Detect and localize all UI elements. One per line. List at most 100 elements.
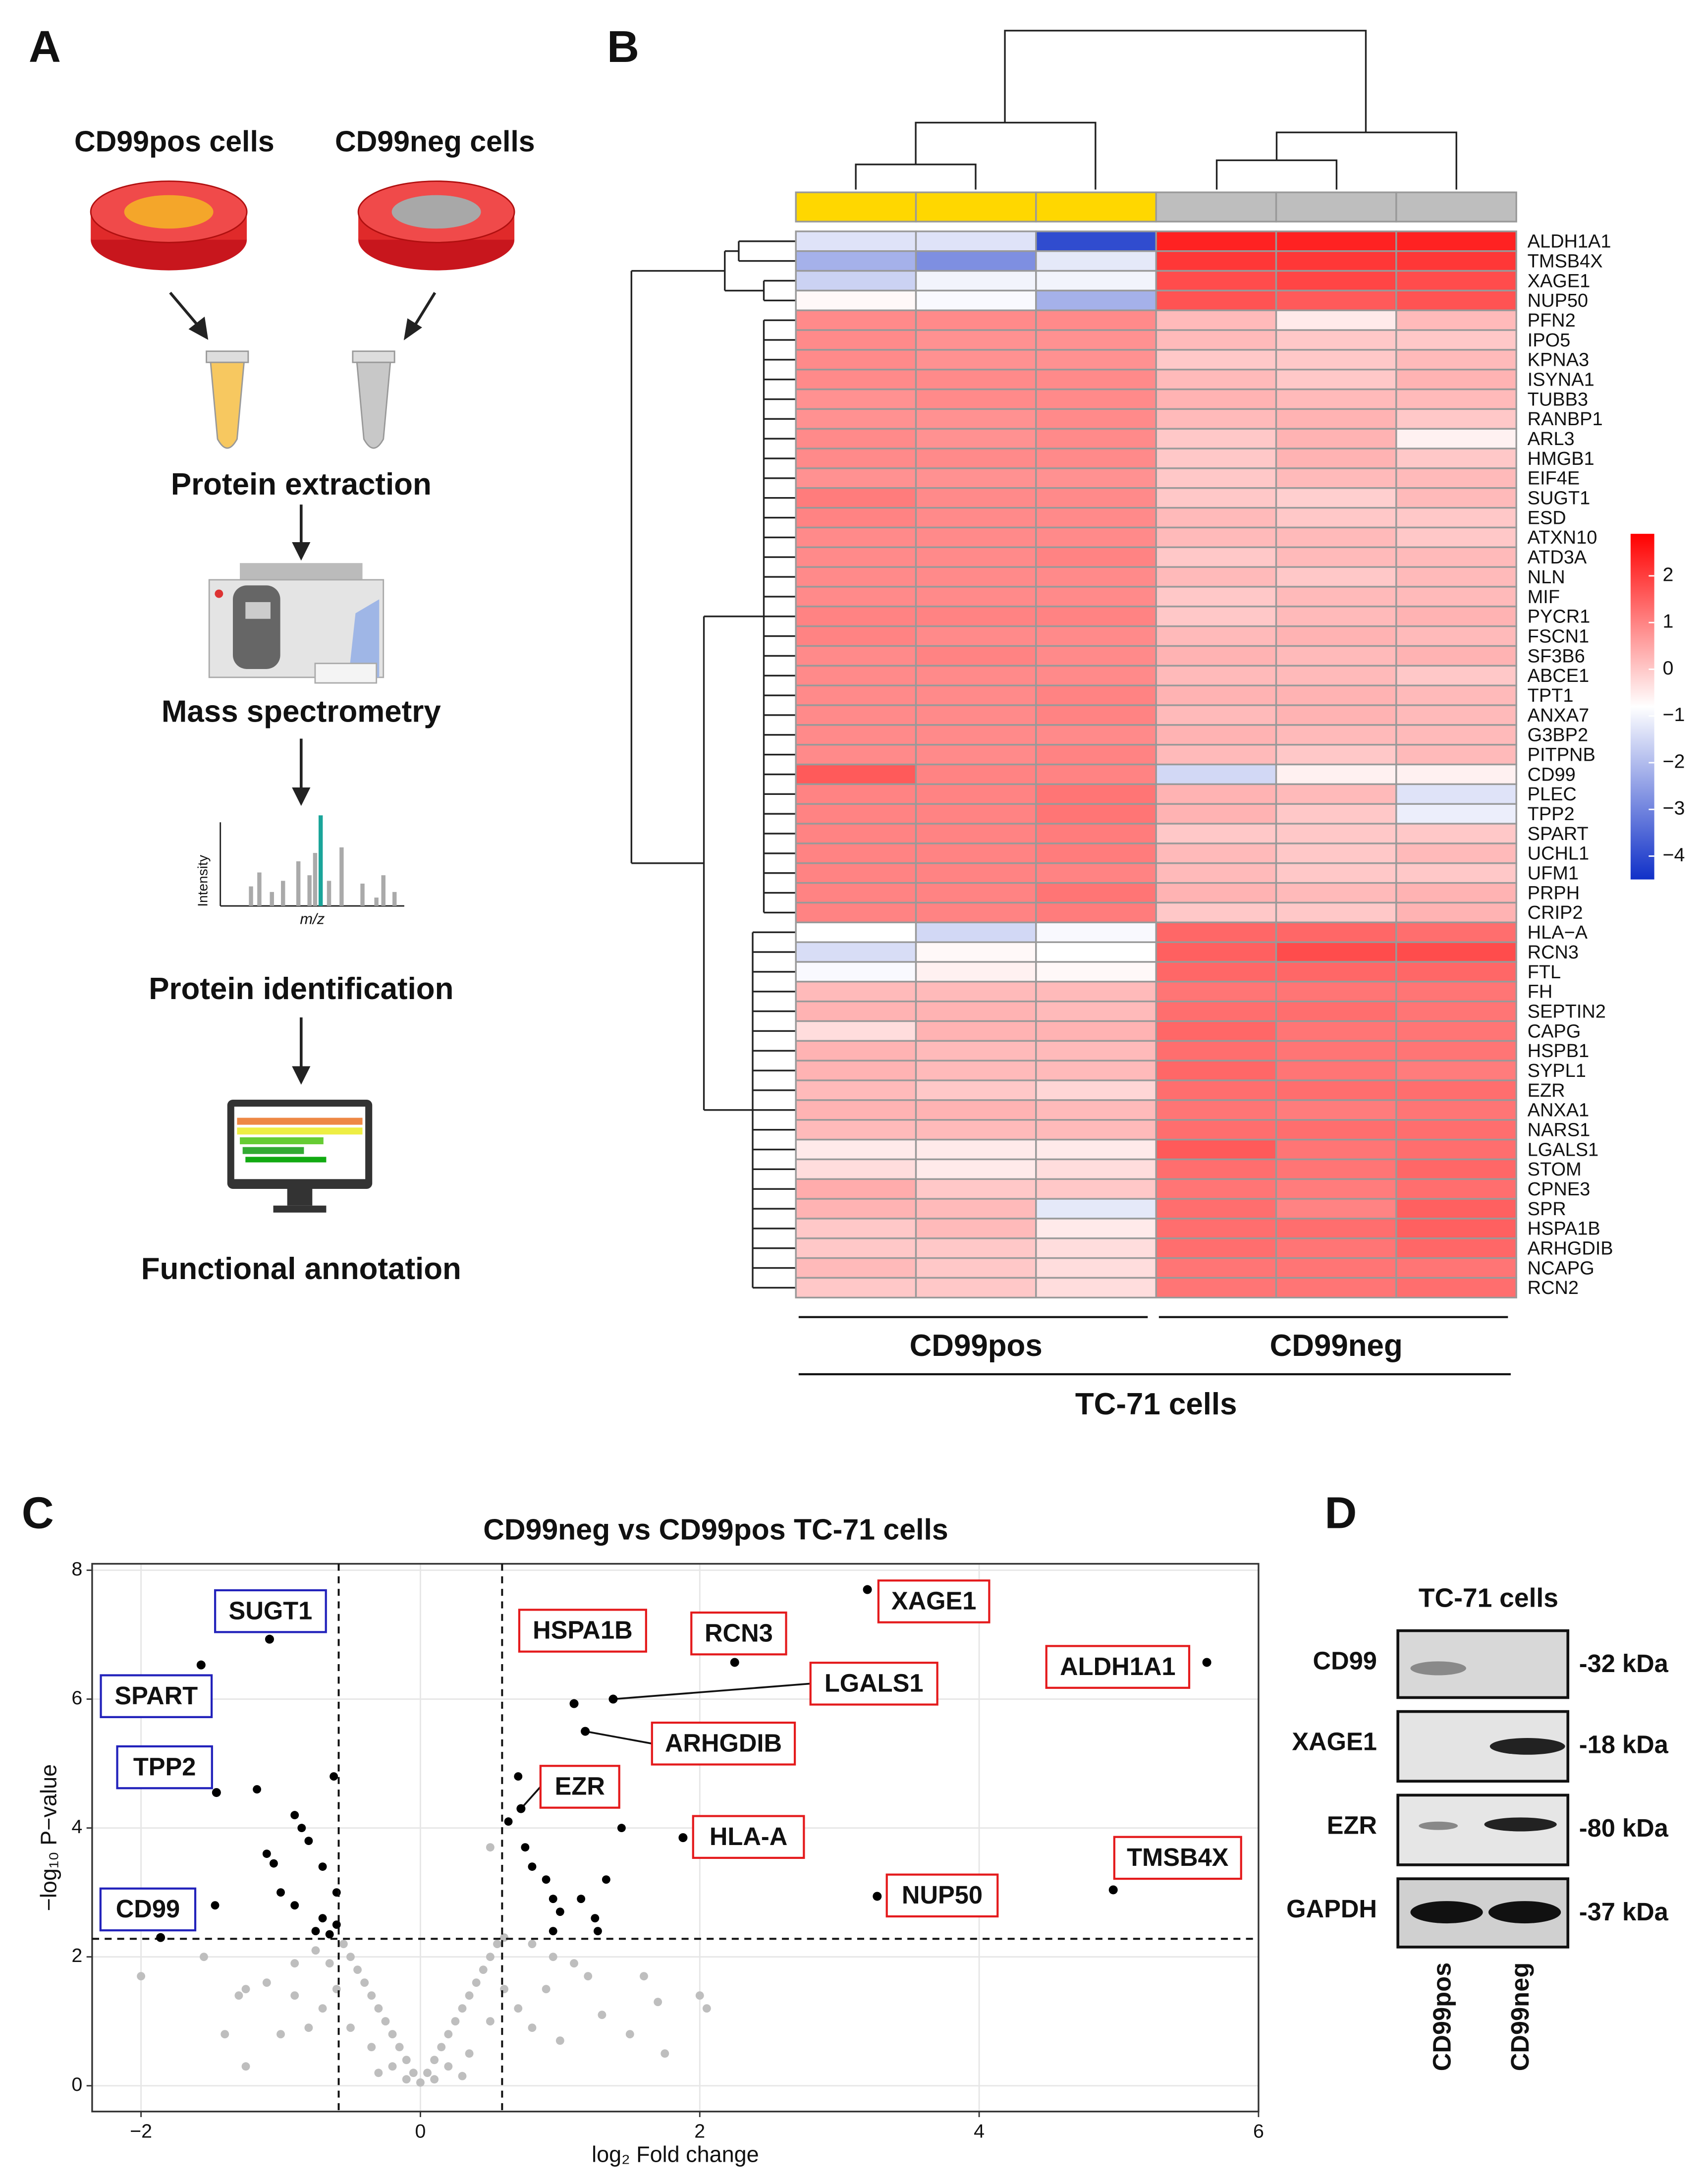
point [253,1785,262,1794]
labeled-point [516,1804,526,1813]
heatmap-cell [915,724,1037,746]
monitor [227,1099,373,1213]
size-label: -80 kDa [1579,1814,1669,1842]
labeled-point [265,1634,274,1644]
heatmap-cell [1035,645,1157,667]
heatmap-cell [1395,546,1517,568]
heatmap-cell [915,1257,1037,1279]
heatmap-cell [915,270,1037,292]
row-label: ARHGDIB [1528,1238,1613,1259]
heatmap-cell [915,744,1037,766]
heatmap-cell [1155,506,1277,529]
point-label: HSPA1B [533,1616,633,1644]
point [695,1991,704,2000]
row-label: HSPB1 [1528,1041,1589,1062]
heatmap-cell [1035,1277,1157,1299]
heatmap-cell [915,1237,1037,1259]
point-label: LGALS1 [825,1669,924,1697]
heatmap-cell [915,665,1037,686]
row-label: KPNA3 [1528,350,1589,371]
heatmap-cell [1035,684,1157,706]
point [514,2004,523,2013]
heatmap-cell [1035,1001,1157,1022]
point [549,1927,557,1936]
heatmap-cell [1395,921,1517,943]
heatmap-cell [795,566,917,588]
point [584,1972,593,1981]
workflow: CD99pos cells CD99neg cells [74,125,535,1286]
row-label: FSCN1 [1528,626,1589,647]
heatmap-cell [1275,1198,1397,1220]
row-label: TPP2 [1528,804,1575,825]
heatmap-cell [1035,270,1157,292]
label-box [885,1873,999,1918]
heatmap-cell [1155,289,1277,311]
heatmap-cell [1035,625,1157,647]
point [374,2004,383,2013]
heatmap-cell [1395,981,1517,1003]
heatmap-cell [915,763,1037,785]
heatmap-cell [1395,1099,1517,1121]
heatmap-cell [1155,645,1277,667]
heatmap-cell [1035,842,1157,864]
heatmap-cell [795,1020,917,1042]
heatmap-cell [1395,428,1517,449]
heatmap-cell [1275,823,1397,844]
heatmap-cell [1035,1079,1157,1101]
row-label: PYCR1 [1528,607,1591,627]
heatmap-cell [1155,1079,1277,1101]
point-label: TMSB4X [1127,1843,1229,1871]
y-tick-label: 4 [71,1816,82,1838]
row-label: TMSB4X [1528,251,1603,272]
heatmap-cell [1155,270,1277,292]
point [241,1985,250,1994]
row-label: CPNE3 [1528,1179,1591,1200]
heatmap-cell [1155,842,1277,864]
heatmap-cell [1275,428,1397,449]
heatmap-cell [915,428,1037,449]
heatmap-cell [1035,606,1157,627]
point [528,1862,537,1871]
heatmap-cell [1155,882,1277,904]
heatmap-cell [795,1237,917,1259]
row-label: ARL3 [1528,429,1575,449]
point [332,1920,341,1929]
heatmap-cell [915,1001,1037,1022]
heatmap-cell [1155,408,1277,430]
heatmap-cell [1275,625,1397,647]
labeled-point [608,1694,618,1704]
heatmap-cell [795,941,917,963]
heatmap-cell [915,487,1037,509]
heatmap-cell [1395,289,1517,311]
row-label: UCHL1 [1528,843,1589,864]
heatmap-cell [915,961,1037,983]
heatmap-cell [1035,803,1157,825]
heatmap-cell [1155,921,1277,943]
heatmap-cell [1275,1277,1397,1299]
heatmap-cell [1035,289,1157,311]
step-label: Protein extraction [171,467,432,502]
y-tick-label: 0 [71,2073,82,2095]
row-label: EZR [1528,1080,1565,1101]
heatmap-cell [1035,724,1157,746]
point [504,1817,513,1826]
column-annotation [915,191,1037,223]
y-tick-label: 8 [71,1558,82,1580]
heatmap-cell [795,1277,917,1299]
heatmap-cell [1035,309,1157,331]
row-label: SUGT1 [1528,488,1591,509]
heatmap-cell [915,1138,1037,1161]
heatmap-cell [795,665,917,686]
heatmap-cell [1275,1079,1397,1101]
point [430,2075,439,2084]
point [325,1959,334,1968]
heatmap-cell [1155,586,1277,608]
mass-spectrometer [208,563,385,684]
point [444,2030,453,2039]
point [598,2011,606,2019]
point [528,1940,537,1949]
column-annotation [1035,191,1157,223]
point [555,1907,564,1916]
point [555,2036,564,2045]
heatmap-cell [915,862,1037,884]
